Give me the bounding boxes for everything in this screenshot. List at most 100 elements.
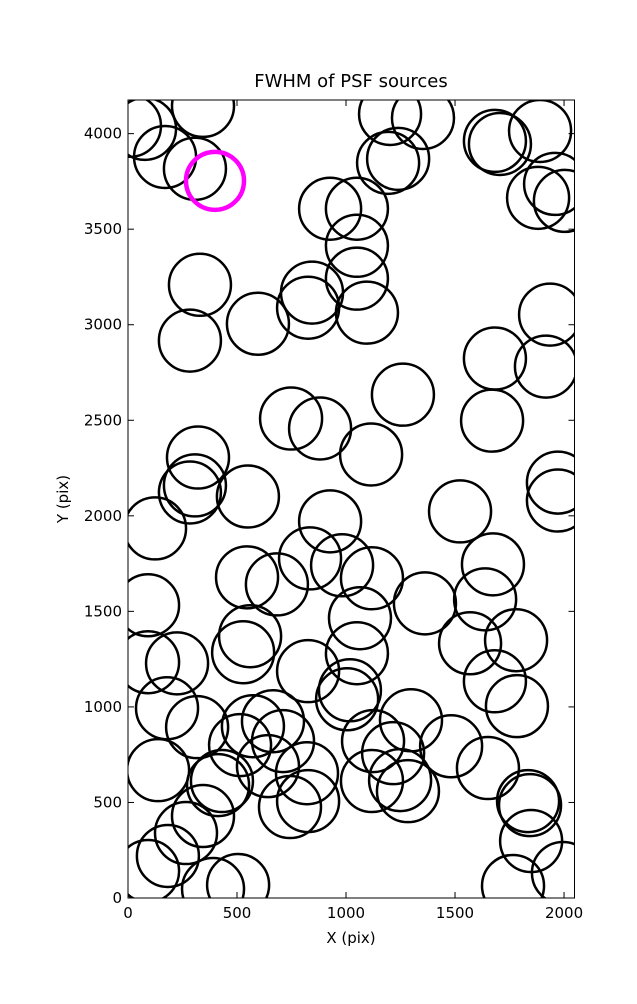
chart-title: FWHM of PSF sources xyxy=(254,71,448,92)
source-circle xyxy=(297,176,363,241)
source-circle xyxy=(144,631,210,696)
source-circle xyxy=(418,714,484,779)
source-circle xyxy=(135,823,201,889)
source-circle xyxy=(452,567,518,632)
source-circle xyxy=(522,151,575,217)
source-circle xyxy=(357,100,423,147)
source-circle xyxy=(324,213,390,279)
source-circle xyxy=(170,100,236,139)
source-circle xyxy=(525,450,575,515)
source-circle xyxy=(339,748,405,814)
source-circle xyxy=(497,772,563,838)
source-circle xyxy=(185,752,251,818)
source-circle xyxy=(157,308,223,373)
x-tick-label: 1000 xyxy=(327,904,365,922)
source-circle xyxy=(164,694,230,760)
y-tick-label: 3500 xyxy=(84,220,122,238)
y-axis-label: Y (pix) xyxy=(54,475,72,524)
source-circle xyxy=(505,165,571,231)
source-circle xyxy=(365,126,431,192)
source-circle xyxy=(309,533,375,598)
x-tick-label: 2000 xyxy=(545,904,583,922)
source-circle xyxy=(215,464,281,529)
source-circle xyxy=(324,246,390,311)
source-circle xyxy=(455,735,521,801)
source-circle xyxy=(370,362,436,427)
source-circle xyxy=(165,425,231,490)
y-tick-label: 2000 xyxy=(84,507,122,525)
source-circle xyxy=(287,396,353,461)
source-circle xyxy=(327,585,393,651)
source-circle xyxy=(532,168,575,234)
source-circle xyxy=(437,611,503,676)
source-circle xyxy=(189,748,255,814)
source-circle xyxy=(128,496,188,561)
source-circle xyxy=(157,460,223,525)
y-tick-label: 500 xyxy=(93,793,122,811)
source-circle xyxy=(462,649,528,714)
source-circle xyxy=(530,840,575,898)
source-circle xyxy=(459,388,525,453)
source-circle xyxy=(484,673,550,739)
source-circle xyxy=(240,688,306,754)
source-circle xyxy=(375,758,441,824)
y-tick-label: 3000 xyxy=(84,316,122,334)
source-circle xyxy=(128,838,181,898)
source-circle xyxy=(210,620,276,685)
source-circle xyxy=(275,768,341,834)
source-circle xyxy=(250,708,316,774)
source-circle xyxy=(367,747,433,813)
source-circle xyxy=(277,526,343,591)
source-circle xyxy=(258,386,324,451)
source-circle xyxy=(339,546,405,611)
source-circle xyxy=(390,100,456,151)
x-tick-label: 0 xyxy=(123,904,133,922)
source-circle xyxy=(162,453,228,518)
source-circle xyxy=(462,108,528,174)
source-circle xyxy=(217,603,283,669)
source-circle xyxy=(170,783,236,849)
source-circle xyxy=(324,620,390,686)
source-circle xyxy=(167,252,233,318)
source-circle xyxy=(244,552,310,617)
source-circle xyxy=(153,800,219,866)
source-circle xyxy=(235,733,301,799)
y-tick-label: 4000 xyxy=(84,125,122,143)
source-circle xyxy=(467,111,533,177)
source-circle xyxy=(207,712,273,778)
source-circle xyxy=(517,282,575,347)
source-circle xyxy=(275,638,341,704)
source-circle xyxy=(275,275,341,340)
plot-area xyxy=(128,100,575,898)
source-circle xyxy=(205,852,271,898)
source-circle xyxy=(180,856,246,898)
source-circle xyxy=(220,693,286,759)
source-circle xyxy=(480,853,546,898)
y-tick-label: 2500 xyxy=(84,411,122,429)
y-tick-label: 1000 xyxy=(84,698,122,716)
source-circle xyxy=(525,468,575,533)
source-circle xyxy=(460,532,526,597)
source-circle xyxy=(214,545,280,610)
source-circle xyxy=(128,737,191,803)
source-circle xyxy=(360,720,426,786)
x-tick-label: 1500 xyxy=(436,904,474,922)
source-circle xyxy=(297,489,363,554)
source-circle xyxy=(314,667,380,732)
plot-frame xyxy=(127,99,575,899)
source-circle xyxy=(427,479,493,544)
source-circle xyxy=(507,100,573,164)
source-circle xyxy=(495,768,561,834)
source-circle xyxy=(338,422,404,487)
source-circle xyxy=(128,573,181,638)
x-axis-label: X (pix) xyxy=(326,929,375,947)
source-circle xyxy=(355,130,421,196)
x-tick-label: 500 xyxy=(223,904,252,922)
source-circle xyxy=(340,708,406,774)
source-circle xyxy=(513,334,575,399)
source-circle xyxy=(183,149,247,213)
source-circle xyxy=(483,607,549,673)
source-circle xyxy=(225,291,291,357)
